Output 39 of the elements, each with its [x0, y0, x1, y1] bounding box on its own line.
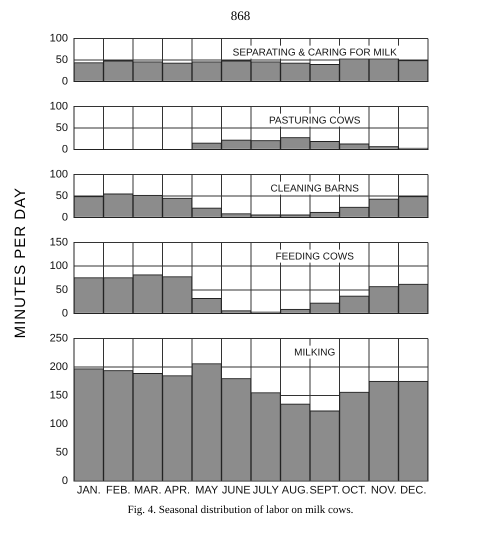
y-tick-label: 150	[50, 236, 68, 249]
y-tick-label: 200	[50, 361, 68, 374]
x-tick-label: APR.	[164, 484, 190, 496]
x-tick-label: DEC.	[400, 484, 426, 496]
x-tick-label: JULY	[252, 484, 280, 496]
y-tick-label: 0	[62, 75, 68, 88]
y-tick-label: 50	[56, 284, 68, 296]
y-axis-title: MINUTES PER DAY	[12, 187, 28, 339]
text: PASTURING COWS	[268, 115, 361, 126]
text: 868	[230, 8, 252, 25]
y-tick-label: 100	[50, 100, 68, 113]
x-tick-label: SEPT.	[309, 484, 340, 496]
x-tick-label: OCT.	[342, 484, 367, 496]
y-tick-label: 50	[56, 190, 68, 202]
x-tick-label: JUNE	[222, 484, 251, 496]
y-tick-label: 100	[50, 32, 68, 45]
y-tick-label: 0	[62, 307, 68, 320]
x-tick-label: AUG.	[282, 484, 309, 496]
text: SEPARATING & CARING FOR MILK	[232, 47, 398, 58]
caption: Fig. 4. Seasonal distribution of labor on milk cows.	[126, 504, 354, 516]
text: CLEANING BARNS	[270, 183, 360, 194]
y-tick-label: 100	[50, 418, 68, 430]
text: FEEDING COWS	[276, 251, 354, 262]
y-tick-label: 50	[56, 54, 68, 66]
x-tick-label: MAR.	[134, 484, 162, 496]
x-tick-label: JAN.	[76, 484, 101, 496]
x-tick-label: FEB.	[106, 484, 130, 496]
y-tick-label: 0	[62, 474, 68, 487]
y-tick-label: 100	[50, 260, 68, 272]
y-tick-label: 100	[50, 168, 68, 181]
x-tick-label: NOV.	[370, 484, 397, 496]
text: MILKING	[294, 347, 336, 358]
y-tick-label: 50	[56, 446, 68, 458]
x-tick-label: MAY	[195, 484, 219, 496]
y-tick-label: 0	[62, 143, 68, 156]
y-tick-label: 50	[56, 122, 68, 134]
y-tick-label: 250	[50, 332, 68, 345]
y-tick-label: 0	[62, 211, 68, 224]
y-tick-label: 150	[50, 390, 68, 402]
